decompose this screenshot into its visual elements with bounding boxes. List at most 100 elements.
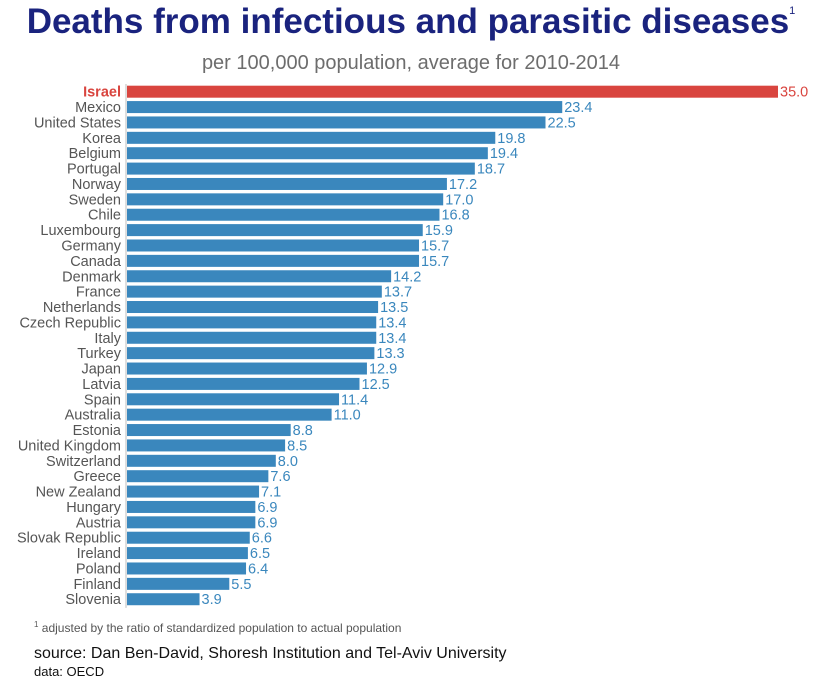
title-footnote-mark: 1 xyxy=(789,5,796,18)
value-label: 23.4 xyxy=(564,100,592,116)
bar xyxy=(127,439,286,452)
category-label: Slovenia xyxy=(65,592,122,608)
bar xyxy=(127,224,423,237)
category-label: New Zealand xyxy=(36,485,121,501)
footnote: 1 adjusted by the ratio of standardized … xyxy=(34,620,401,635)
value-label: 7.1 xyxy=(261,485,281,501)
bar xyxy=(127,301,379,314)
bar xyxy=(127,454,276,467)
category-label: Australia xyxy=(65,408,122,424)
value-label: 13.4 xyxy=(378,331,406,347)
category-label: Hungary xyxy=(66,500,122,516)
category-label: Poland xyxy=(76,561,121,577)
value-label: 35.0 xyxy=(780,85,808,101)
bar xyxy=(127,470,269,483)
category-label: Ireland xyxy=(77,546,121,562)
value-label: 13.5 xyxy=(380,300,408,316)
category-label: Portugal xyxy=(67,162,121,178)
category-label: Slovak Republic xyxy=(17,531,121,547)
bar xyxy=(127,577,230,590)
value-label: 13.4 xyxy=(378,315,406,331)
category-label: Mexico xyxy=(75,100,121,116)
value-label: 8.0 xyxy=(278,454,298,470)
bar xyxy=(127,208,440,221)
category-label: Finland xyxy=(73,577,121,593)
value-label: 17.2 xyxy=(449,177,477,193)
value-label: 12.9 xyxy=(369,362,397,378)
bar xyxy=(127,377,360,390)
bar xyxy=(127,347,375,360)
value-label: 15.7 xyxy=(421,238,449,254)
category-label: Japan xyxy=(81,362,121,378)
bar xyxy=(127,147,488,160)
bar xyxy=(127,85,778,98)
value-label: 18.7 xyxy=(477,162,505,178)
category-label: Netherlands xyxy=(43,300,121,316)
chart-title-text: Deaths from infectious and parasitic dis… xyxy=(26,2,790,41)
bar xyxy=(127,500,256,513)
value-label: 22.5 xyxy=(548,115,576,131)
bar xyxy=(127,116,546,129)
value-label: 12.5 xyxy=(362,377,390,393)
value-label: 17.0 xyxy=(445,192,473,208)
value-label: 6.9 xyxy=(257,515,277,531)
bar xyxy=(127,531,250,544)
value-label: 7.6 xyxy=(270,469,290,485)
value-label: 3.9 xyxy=(202,592,222,608)
value-label: 11.0 xyxy=(334,408,361,424)
bar xyxy=(127,285,382,298)
bar xyxy=(127,316,377,329)
value-label: 14.2 xyxy=(393,269,421,285)
category-label: Spain xyxy=(84,392,121,408)
value-label: 6.6 xyxy=(252,531,272,547)
category-label: United States xyxy=(34,115,121,131)
value-label: 11.4 xyxy=(341,392,368,408)
category-label: Austria xyxy=(76,515,122,531)
bar xyxy=(127,193,444,206)
category-label: Italy xyxy=(94,331,121,347)
bar xyxy=(127,239,420,252)
category-label: Israel xyxy=(83,85,121,101)
bar xyxy=(127,254,420,267)
category-label: United Kingdom xyxy=(18,438,121,454)
footnote-mark: 1 xyxy=(34,620,39,629)
category-label: Estonia xyxy=(73,423,122,439)
bar xyxy=(127,408,332,421)
footnote-text: adjusted by the ratio of standardized po… xyxy=(41,621,402,635)
value-label: 13.3 xyxy=(376,346,404,362)
bar xyxy=(127,562,247,575)
category-label: Chile xyxy=(88,208,121,224)
bar xyxy=(127,593,200,606)
bar xyxy=(127,485,260,498)
bar xyxy=(127,270,392,283)
category-label: Greece xyxy=(73,469,121,485)
value-label: 6.5 xyxy=(250,546,270,562)
bar xyxy=(127,131,496,144)
chart-subtitle: per 100,000 population, average for 2010… xyxy=(201,52,621,74)
category-label: Luxembourg xyxy=(40,223,121,239)
category-label: Sweden xyxy=(69,192,121,208)
value-label: 6.9 xyxy=(257,500,277,516)
value-label: 15.7 xyxy=(421,254,449,270)
bar xyxy=(127,547,248,560)
bar xyxy=(127,393,340,406)
category-label: Czech Republic xyxy=(19,315,121,331)
value-label: 19.8 xyxy=(497,131,525,147)
category-label: Denmark xyxy=(62,269,122,285)
value-label: 6.4 xyxy=(248,561,268,577)
value-label: 16.8 xyxy=(441,208,469,224)
bar xyxy=(127,362,367,375)
chart-title: Deaths from infectious and parasitic dis… xyxy=(0,2,822,42)
value-label: 8.5 xyxy=(287,438,307,454)
category-label: Switzerland xyxy=(46,454,121,470)
value-label: 19.4 xyxy=(490,146,518,162)
bar xyxy=(127,516,256,529)
category-label: France xyxy=(76,285,121,301)
category-label: Korea xyxy=(82,131,122,147)
category-label: Norway xyxy=(72,177,122,193)
value-label: 13.7 xyxy=(384,285,412,301)
value-label: 15.9 xyxy=(425,223,453,239)
bar xyxy=(127,101,563,114)
bar-chart: Israel 35.0 Mexico 23.4 United States 22.5 Kor… xyxy=(17,84,808,608)
value-label: 5.5 xyxy=(231,577,251,593)
